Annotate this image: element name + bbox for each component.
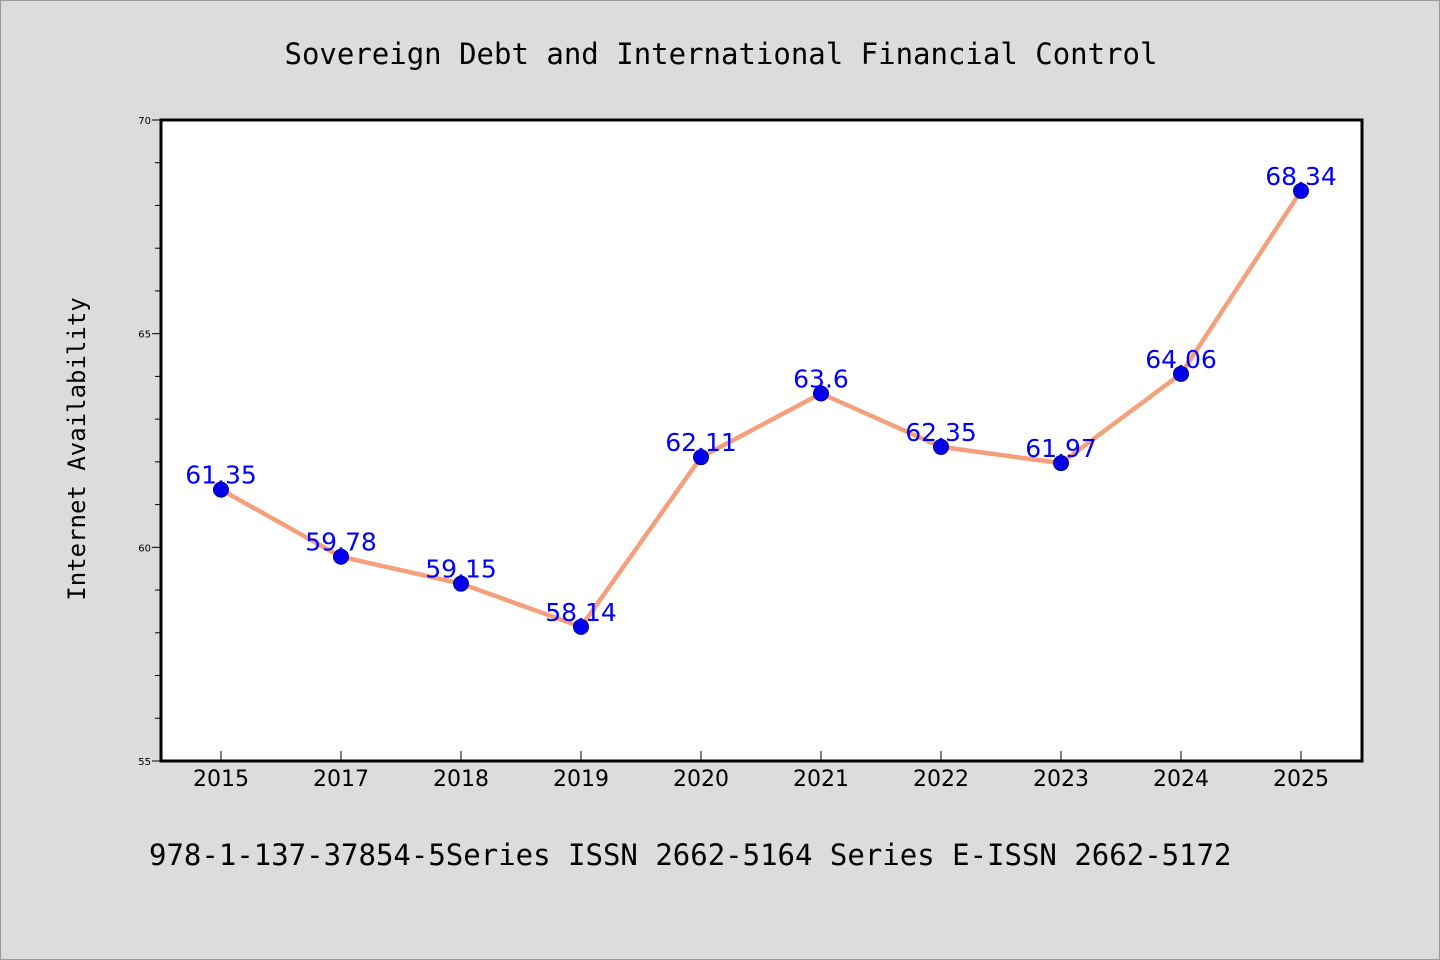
- y-tick-label-55: 55: [138, 757, 151, 768]
- data-label-2018: 59.15: [425, 555, 497, 584]
- data-point-2020: [693, 449, 709, 466]
- x-axis-ticks: 2015 2017 2018 2019 2020 2021 2022 2023 2024 2025: [193, 751, 1329, 792]
- data-label-2017: 59.78: [305, 528, 377, 557]
- x-tick-label-2021: 2021: [793, 767, 849, 792]
- data-points: [213, 182, 1309, 635]
- y-tick-label-65: 65: [138, 330, 151, 341]
- chart-title: Sovereign Debt and International Financi…: [285, 37, 1158, 71]
- x-tick-label-2023: 2023: [1033, 767, 1089, 792]
- data-label-2019: 58.14: [545, 598, 617, 627]
- series-line-group: [218, 188, 1304, 630]
- x-tick-label-2015: 2015: [193, 767, 249, 792]
- plot-area: [161, 120, 1362, 761]
- data-point-2015: [213, 481, 229, 498]
- x-tick-label-2025: 2025: [1273, 767, 1329, 792]
- x-tick-label-2020: 2020: [673, 767, 729, 792]
- y-tick-label-60: 60: [138, 543, 151, 554]
- x-tick-label-2024: 2024: [1153, 767, 1209, 792]
- data-label-2025: 68.34: [1265, 162, 1337, 191]
- data-point-2021: [813, 385, 829, 402]
- data-point-2023: [1053, 455, 1069, 472]
- data-labels: 61.35 59.78 59.15 58.14 62.11 63.6 62.35 61.97 6…: [185, 162, 1337, 627]
- data-label-2024: 64.06: [1145, 345, 1217, 374]
- y-tick-label-70: 70: [138, 116, 151, 127]
- data-label-2021: 63.6: [793, 364, 849, 393]
- data-point-2024: [1173, 365, 1189, 382]
- data-point-2017: [333, 548, 349, 565]
- series-line: [218, 188, 1304, 630]
- x-tick-label-2022: 2022: [913, 767, 969, 792]
- x-tick-label-2018: 2018: [433, 767, 489, 792]
- y-axis-ticks: 55 60 65 70: [138, 116, 161, 768]
- footer-isbn-text: 978-1-137-37854-5Series ISSN 2662-5164 S…: [149, 838, 1232, 872]
- data-label-2020: 62.11: [665, 428, 737, 457]
- x-tick-label-2019: 2019: [553, 767, 609, 792]
- data-point-2025: [1293, 182, 1309, 199]
- data-point-2018: [453, 575, 469, 592]
- plot-frame: [159, 118, 1364, 763]
- data-label-2023: 61.97: [1025, 434, 1097, 463]
- data-point-2022: [933, 438, 949, 455]
- data-label-2015: 61.35: [185, 461, 257, 490]
- x-tick-label-2017: 2017: [313, 767, 369, 792]
- data-label-2022: 62.35: [905, 418, 977, 447]
- y-axis-label: Internet Availability: [63, 297, 91, 600]
- data-point-2019: [573, 618, 589, 635]
